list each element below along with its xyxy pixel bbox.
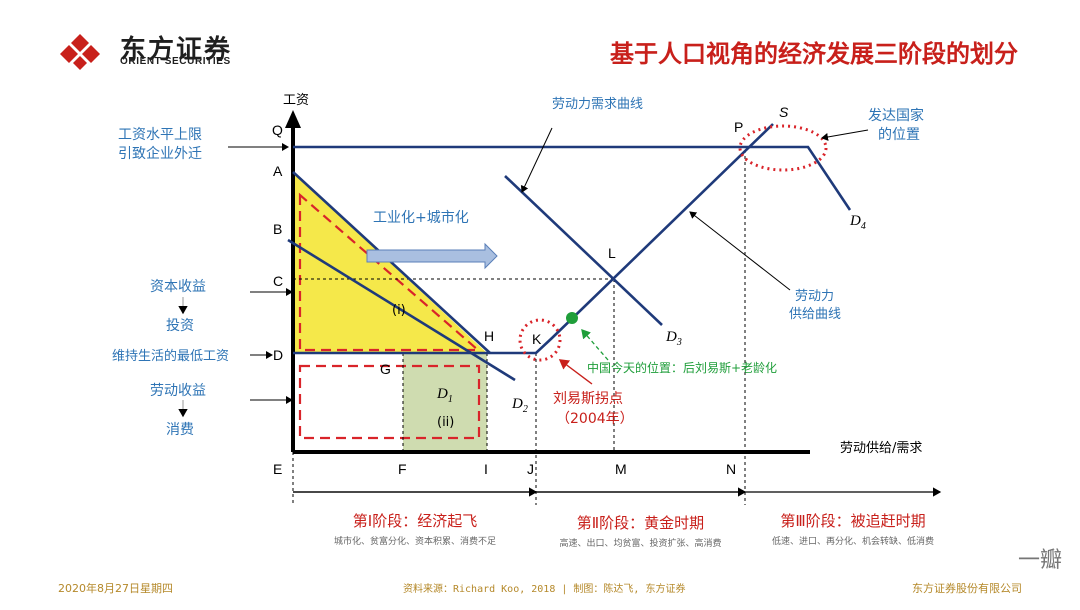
- point-d: D: [273, 347, 283, 363]
- company-name-en: ORIENT SECURITIES: [120, 56, 231, 67]
- curve-label-d2: D2: [511, 396, 528, 415]
- china-position-label: 中国今天的位置：后刘易斯+老龄化: [587, 360, 777, 375]
- curve-d4: [293, 145, 852, 211]
- min-wage-label: 维持生活的最低工资: [112, 348, 229, 364]
- developed-label-1: 发达国家: [868, 107, 924, 124]
- x-axis-label: 劳动供给/需求: [840, 440, 922, 456]
- stage-1: 第Ⅰ阶段：经济起飞 城市化、贫富分化、资本积累、消费不足: [300, 510, 530, 547]
- point-n: N: [726, 461, 736, 477]
- point-j: J: [527, 461, 534, 477]
- curve-d3: [504, 175, 663, 326]
- supply-curve-label-2: 供给曲线: [789, 307, 841, 322]
- region-labor-income-extra: [403, 353, 487, 450]
- lewis-point-ellipse: [518, 318, 562, 362]
- developed-arrow: [821, 129, 869, 141]
- demand-curve-label: 劳动力需求曲线: [552, 96, 643, 112]
- demand-curve-arrow: [520, 127, 553, 193]
- orient-securities-logo-icon: [60, 34, 100, 70]
- wage-ceiling-label-1: 工资水平上限: [118, 127, 202, 143]
- footer-date: 2020年8月27日星期四: [58, 582, 173, 595]
- curve-label-d1: D1: [436, 386, 453, 405]
- point-f: F: [398, 461, 407, 477]
- dashed-box-upper: [298, 192, 481, 352]
- china-arrow: [581, 329, 609, 361]
- labor-income-label: 劳动收益: [150, 383, 206, 399]
- industrialization-label: 工业化+城市化: [373, 209, 469, 226]
- point-e: E: [273, 461, 282, 477]
- curve-label-d4: D4: [849, 213, 866, 232]
- industrialization-arrow-icon: [366, 242, 498, 270]
- supply-curve-arrow: [689, 211, 791, 291]
- investment-label: 投资: [166, 318, 194, 334]
- point-b: B: [273, 221, 282, 237]
- labor-supply-curve: [293, 123, 774, 355]
- guide-lines: [292, 150, 746, 505]
- dashed-box-lower: [298, 364, 481, 440]
- footer-company: 东方证券股份有限公司: [912, 582, 1022, 595]
- slide-title: 基于人口视角的经济发展三阶段的划分: [610, 39, 1018, 68]
- china-position-marker: [566, 312, 578, 324]
- point-q: Q: [272, 122, 283, 138]
- point-m: M: [615, 461, 627, 477]
- supply-curve-label-1: 劳动力: [795, 288, 834, 304]
- point-i: I: [484, 461, 488, 477]
- stage-2-title: 第Ⅱ阶段：黄金时期: [576, 514, 705, 532]
- point-s: S: [779, 104, 789, 120]
- lewis-label-2: （2004年）: [556, 411, 634, 427]
- stage-2-subtitle: 高速、出口、均贫富、投资扩张、高消费: [559, 539, 722, 549]
- curve-label-d3: D3: [665, 329, 682, 348]
- developed-country-ellipse: [738, 124, 828, 172]
- capital-income-label: 资本收益: [150, 279, 206, 295]
- footer-source: 资料来源：Richard Koo, 2018 | 制图：陈达飞, 东方证券: [403, 584, 686, 595]
- point-p: P: [734, 119, 743, 135]
- region-label-ii: (ii): [437, 415, 454, 430]
- lewis-label-1: 刘易斯拐点: [553, 391, 623, 407]
- point-l: L: [608, 245, 616, 261]
- point-a: A: [273, 163, 283, 179]
- y-axis-arrow-icon: [285, 110, 301, 128]
- stage-3-title: 第Ⅲ阶段：被追赶时期: [780, 512, 926, 530]
- y-axis-label: 工资: [283, 93, 309, 108]
- consumption-label: 消费: [166, 422, 194, 438]
- stage-1-subtitle: 城市化、贫富分化、资本积累、消费不足: [333, 537, 496, 547]
- stage-3: 第Ⅲ阶段：被追赶时期 低速、进口、再分化、机会转缺、低消费: [748, 510, 958, 547]
- stage-1-title: 第Ⅰ阶段：经济起飞: [352, 512, 478, 530]
- point-c: C: [273, 273, 283, 289]
- developed-label-2: 的位置: [878, 127, 920, 143]
- curve-d2: [287, 238, 516, 382]
- point-h: H: [484, 328, 494, 344]
- stage-2: 第Ⅱ阶段：黄金时期 高速、出口、均贫富、投资扩张、高消费: [538, 512, 743, 549]
- wage-ceiling-label-2: 引致企业外迁: [118, 145, 202, 162]
- point-k: K: [532, 331, 542, 347]
- watermark: 一瓣: [1017, 548, 1062, 573]
- stage-3-subtitle: 低速、进口、再分化、机会转缺、低消费: [771, 537, 934, 547]
- region-label-i: (i): [392, 303, 406, 318]
- point-g: G: [380, 361, 391, 377]
- company-name-cn: 东方证券: [120, 35, 233, 65]
- lewis-arrow: [558, 359, 593, 385]
